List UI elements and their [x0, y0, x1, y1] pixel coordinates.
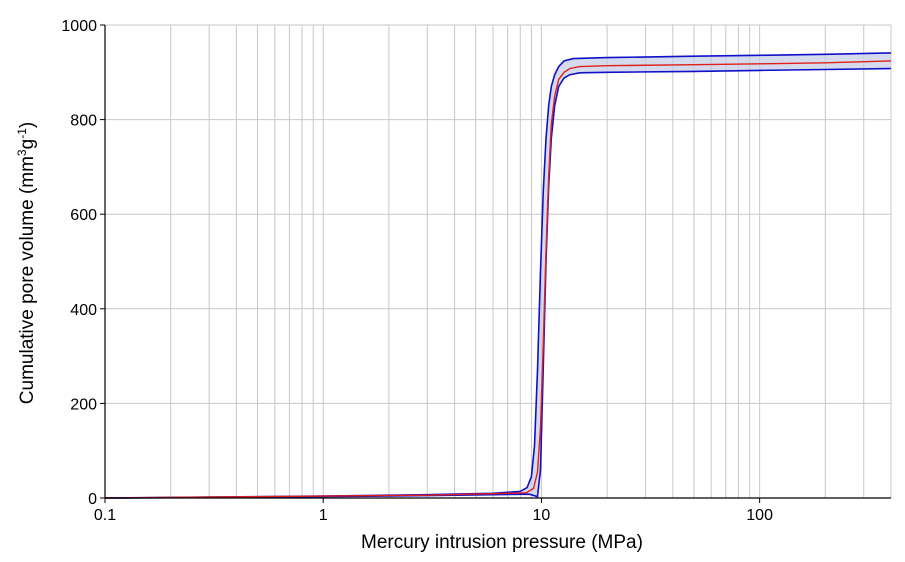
x-axis-title: Mercury intrusion pressure (MPa): [361, 532, 643, 553]
y-tick-label: 600: [70, 207, 97, 224]
tick-labels: 0 200 400 600 800 1000 0.1 1 10 100: [61, 18, 773, 524]
y-axis-title: Cumulative pore volume (mm3g-1): [15, 122, 38, 404]
y-axis-title-prefix: Cumulative pore volume (mm: [17, 156, 38, 404]
y-tick-label: 1000: [61, 18, 97, 35]
x-tick-label: 0.1: [94, 507, 116, 524]
y-tick-label: 800: [70, 113, 97, 130]
series-line-mean: [104, 60, 892, 499]
y-tick-label: 400: [70, 302, 97, 319]
x-tick-label: 1: [319, 507, 328, 524]
data-lines: [104, 52, 892, 499]
y-axis-title-suffix: ): [17, 122, 38, 128]
axes: [100, 24, 891, 503]
y-tick-label: 200: [70, 396, 97, 413]
y-axis-title-sup2: -1: [15, 128, 29, 139]
x-tick-label: 10: [533, 507, 551, 524]
y-axis-title-sup1: 3: [15, 149, 29, 156]
x-tick-label: 100: [746, 507, 773, 524]
y-axis-title-mid: g: [17, 139, 38, 150]
y-tick-label: 0: [88, 491, 97, 508]
gridlines: [104, 24, 892, 499]
